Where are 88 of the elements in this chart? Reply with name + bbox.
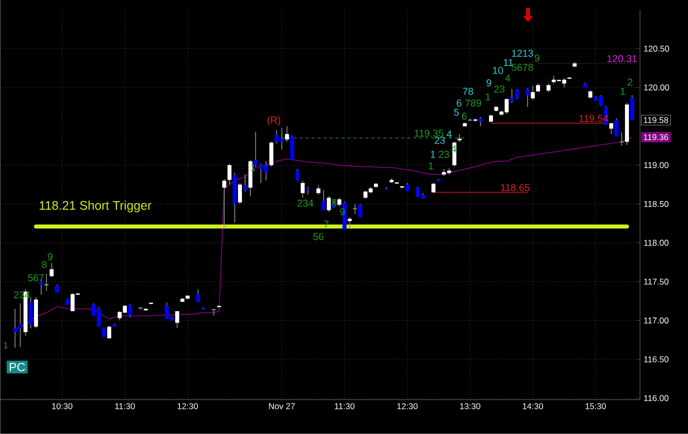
x-tick-label: 11:30	[115, 403, 135, 410]
candlestick	[285, 126, 289, 142]
candlestick	[609, 122, 614, 135]
y-tick-label: 120.00	[644, 84, 670, 91]
candlestick	[107, 326, 112, 339]
annotation: 7	[324, 220, 329, 228]
candlestick	[254, 131, 258, 168]
annotation: 119.58	[644, 117, 668, 124]
y-tick-label: 117.50	[644, 278, 668, 285]
annotation: 119.36	[644, 134, 668, 140]
annotation: 9	[48, 253, 52, 260]
candlestick	[614, 118, 618, 137]
y-tick-label: 116.00	[644, 395, 668, 402]
annotation: 1	[430, 150, 436, 158]
x-tick-label: 10:30	[52, 403, 72, 410]
y-tick-label: 117.00	[644, 318, 668, 324]
annotation: 23	[438, 150, 450, 158]
candlestick	[619, 132, 624, 146]
y-tick-label: 118.50	[644, 201, 668, 208]
candlestick	[44, 274, 48, 292]
x-tick-label: 12:30	[397, 403, 418, 410]
annotation: 119.35	[414, 130, 444, 137]
y-tick-label: 120.50	[644, 46, 670, 52]
candlestick	[431, 182, 436, 194]
annotation: 789	[465, 100, 482, 107]
candlestick	[243, 174, 248, 192]
annotation: 6	[456, 100, 462, 107]
candlestick	[458, 134, 462, 142]
x-tick-label: 14:30	[522, 403, 544, 410]
annotation: 1	[486, 93, 490, 100]
candlestick	[227, 163, 232, 186]
annotation: 8	[42, 261, 47, 268]
annotation: 2	[628, 78, 632, 86]
y-tick-label: 116.50	[644, 356, 668, 362]
candlestick	[630, 94, 634, 121]
candlestick	[300, 180, 305, 198]
annotation: 567	[28, 274, 44, 282]
annotation: 1	[4, 342, 8, 348]
candlestick	[13, 308, 18, 348]
x-tick-label: 13:30	[460, 403, 480, 410]
annotation: 9	[486, 79, 492, 86]
candlestick	[348, 216, 352, 228]
candlestick	[295, 168, 300, 182]
candlestick	[18, 303, 22, 348]
candlestick	[102, 327, 106, 338]
candlestick	[322, 190, 326, 211]
annotation: PC	[10, 362, 25, 372]
annotation: 5	[454, 108, 459, 116]
candlestick	[530, 86, 535, 100]
x-tick-label: 15:30	[586, 403, 606, 410]
annotation: 11	[504, 59, 513, 66]
annotation: 6	[462, 112, 467, 120]
candlestick	[526, 88, 530, 108]
candlestick	[196, 289, 200, 302]
y-tick-label: 119.00	[644, 162, 668, 168]
annotation: 118.65	[501, 184, 530, 192]
annotation: 23	[494, 86, 504, 93]
candlestick	[478, 116, 482, 127]
annotation: 1	[620, 88, 626, 95]
candlestick	[306, 186, 310, 196]
annotation: 23	[434, 136, 445, 144]
annotation: (R)	[268, 116, 280, 126]
x-tick-label: 11:30	[334, 403, 354, 410]
candlestick	[358, 204, 362, 218]
annotation: 10	[493, 66, 503, 74]
candlestick	[175, 310, 180, 329]
annotation: 1	[428, 162, 434, 170]
annotation: 118.21 Short Trigger	[40, 200, 152, 212]
candlestick	[39, 280, 44, 296]
candlestick	[326, 196, 331, 212]
candlestick	[50, 262, 54, 278]
candlestick	[238, 182, 242, 204]
annotation: 78	[462, 88, 474, 95]
candlestick	[128, 304, 132, 318]
annotation: 120.31	[608, 55, 637, 62]
annotation: 56	[313, 233, 324, 240]
annotation: 4	[446, 130, 452, 138]
annotation: 4	[505, 74, 510, 82]
annotation: 9	[534, 54, 540, 62]
candlestick	[269, 142, 274, 168]
x-tick-label: Nov 27	[269, 403, 295, 410]
annotation: 234	[298, 200, 314, 207]
candlestick	[316, 184, 320, 196]
annotation: 1213	[512, 50, 533, 57]
annotation: 5678	[512, 64, 533, 71]
x-tick-label: 12:30	[178, 403, 198, 410]
y-tick-label: 118.00	[644, 240, 668, 246]
annotation: 9	[340, 208, 345, 216]
